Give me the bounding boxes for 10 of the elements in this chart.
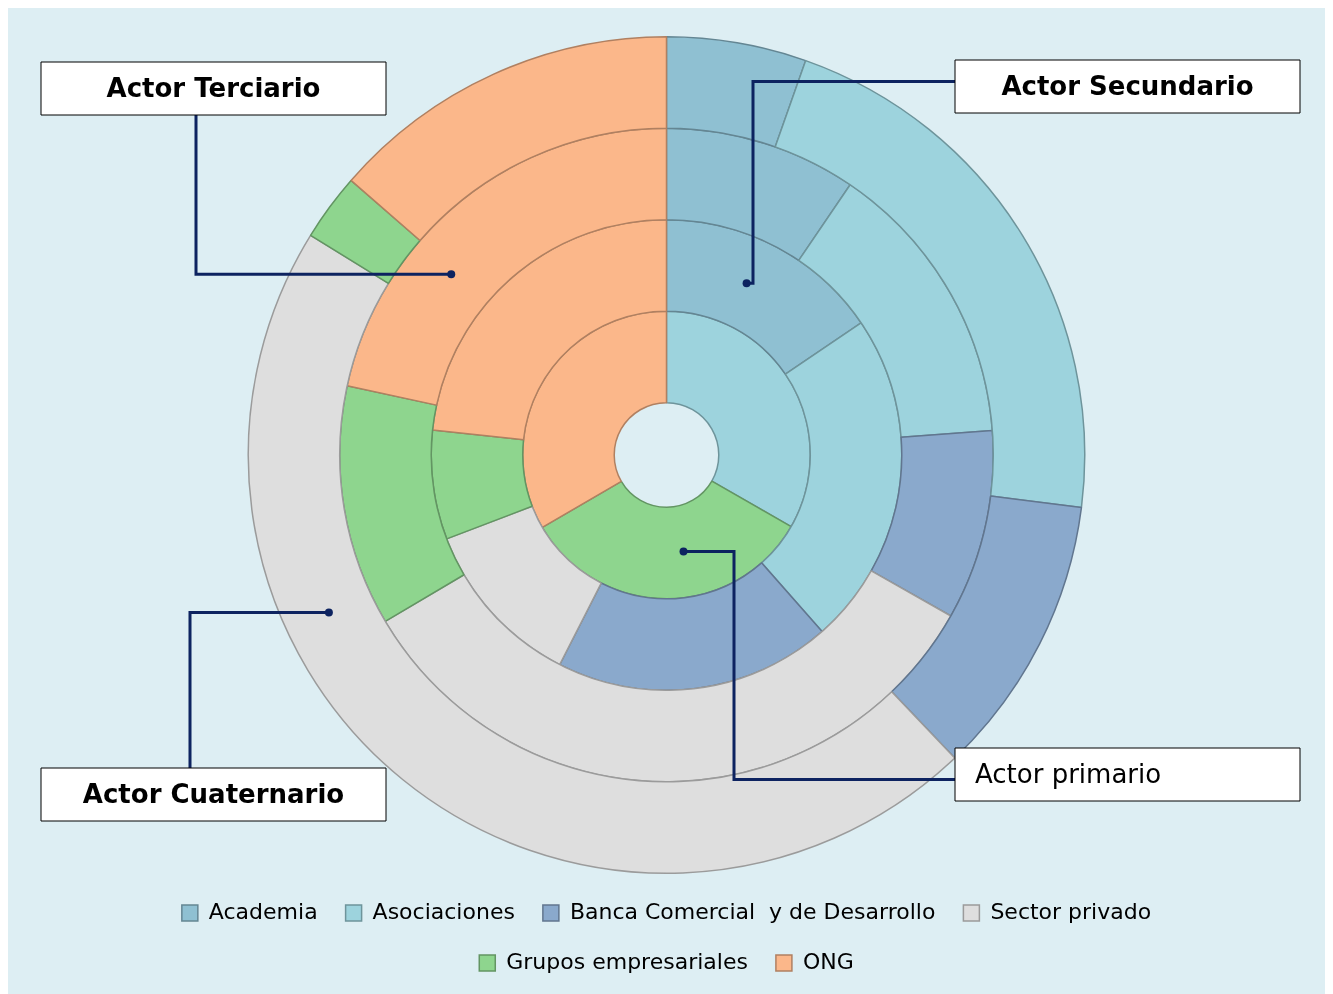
legend-label: Asociaciones: [372, 898, 515, 924]
text: Actor primario: [975, 759, 1162, 790]
legend-label: ONG: [802, 948, 854, 974]
text: Actor Secundario: [1001, 71, 1254, 102]
text: Actor Terciario: [106, 73, 321, 104]
text: Actor Cuaternario: [82, 779, 345, 810]
legend-label: Banca Comercial y de Desarrollo: [569, 898, 936, 924]
legend-label: Grupos empresariales: [506, 948, 748, 974]
legend-label: Academia: [208, 898, 318, 924]
legend-label: Sector privado: [990, 898, 1152, 924]
